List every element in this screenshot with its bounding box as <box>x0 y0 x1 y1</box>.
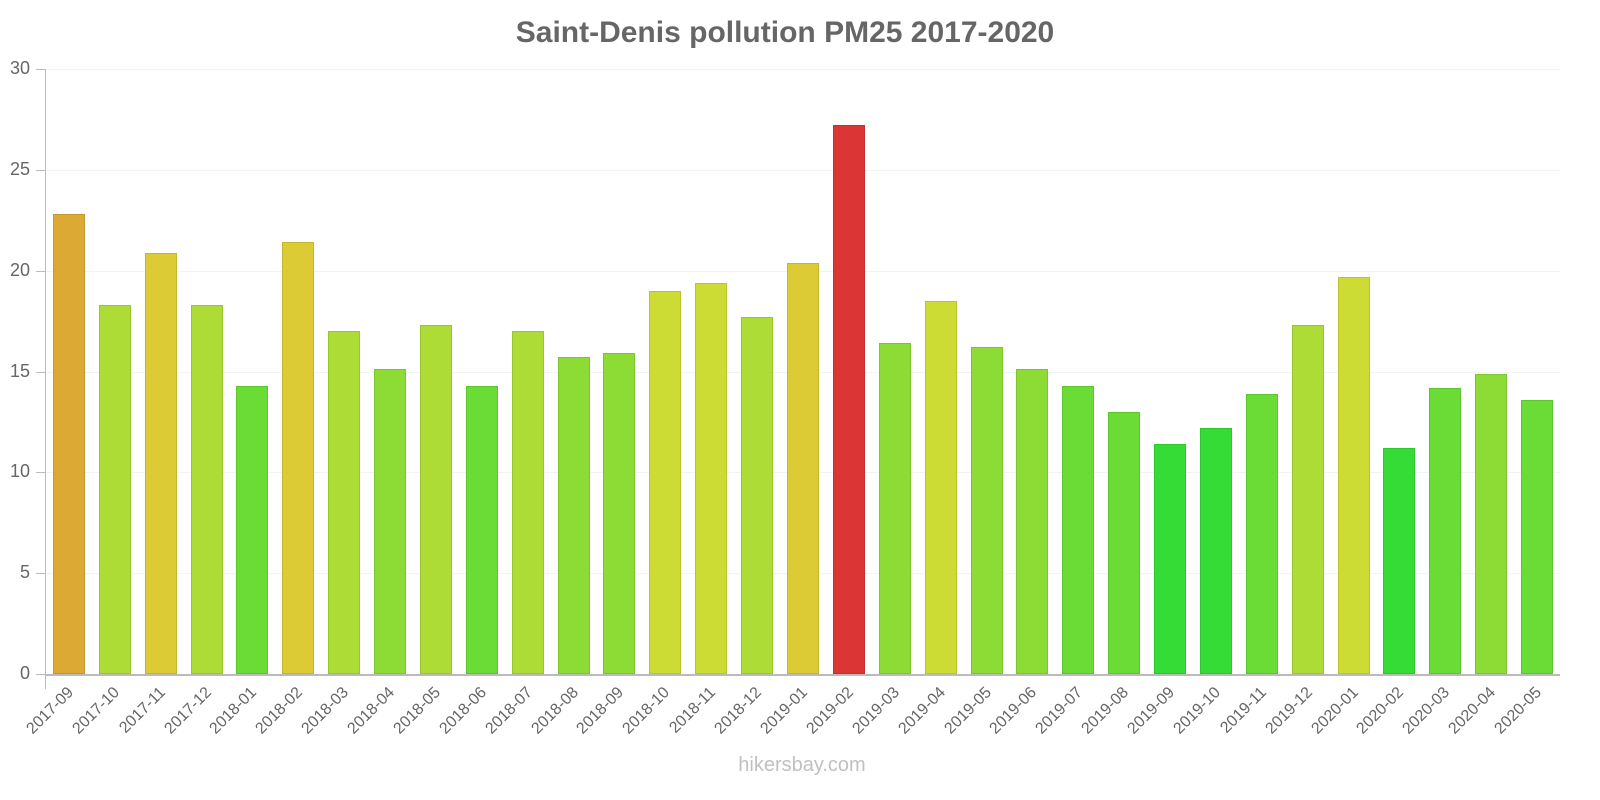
y-tick-label: 20 <box>9 259 30 280</box>
watermark: hikersbay.com <box>738 754 866 776</box>
bar-2020-02[interactable] <box>1383 448 1416 674</box>
bar-2019-02[interactable] <box>832 125 865 674</box>
plot-area <box>46 69 1560 674</box>
bar-2020-04[interactable] <box>1475 373 1508 674</box>
bar-2019-03[interactable] <box>878 343 911 674</box>
bar-2019-05[interactable] <box>970 347 1003 674</box>
bar-2017-12[interactable] <box>190 304 223 674</box>
y-tick-label: 10 <box>9 461 30 482</box>
y-tick-label: 30 <box>9 58 30 78</box>
y-tick-label: 0 <box>19 663 30 683</box>
bar-2017-10[interactable] <box>98 304 131 674</box>
chart-title: Saint-Denis pollution PM25 2017-2020 <box>515 16 1055 49</box>
bar-2019-10[interactable] <box>1199 427 1232 674</box>
y-tick-mark <box>36 573 45 575</box>
gridline <box>46 69 1560 70</box>
bar-2018-04[interactable] <box>374 369 407 674</box>
bar-2018-12[interactable] <box>741 317 774 674</box>
bar-2019-08[interactable] <box>1108 411 1141 674</box>
bar-2019-04[interactable] <box>924 300 957 674</box>
bar-2020-05[interactable] <box>1521 399 1554 674</box>
bar-2018-01[interactable] <box>236 385 269 674</box>
bar-2020-03[interactable] <box>1429 387 1462 674</box>
y-tick-mark <box>36 270 45 272</box>
y-tick-mark <box>36 169 45 171</box>
y-tick-mark <box>36 371 45 373</box>
bar-2018-11[interactable] <box>695 282 728 674</box>
bar-2019-06[interactable] <box>1016 369 1049 674</box>
y-tick-mark <box>36 69 45 70</box>
bar-2018-10[interactable] <box>649 290 682 674</box>
bar-2019-11[interactable] <box>1245 393 1278 674</box>
y-tick-label: 5 <box>19 562 30 583</box>
bar-2018-09[interactable] <box>603 353 636 674</box>
bar-2019-01[interactable] <box>787 262 819 674</box>
y-axis-line <box>45 69 46 689</box>
bar-2020-01[interactable] <box>1337 276 1370 674</box>
bar-2018-03[interactable] <box>328 331 361 674</box>
y-tick-label: 15 <box>9 360 30 381</box>
bar-2018-08[interactable] <box>557 357 590 674</box>
x-axis-line <box>46 674 1560 676</box>
bar-2018-06[interactable] <box>465 385 498 674</box>
bar-2019-09[interactable] <box>1154 444 1187 674</box>
y-tick-mark <box>36 674 45 675</box>
bar-2017-11[interactable] <box>144 252 177 674</box>
y-tick-mark <box>36 472 45 474</box>
bar-2017-09[interactable] <box>52 214 85 674</box>
gridline <box>46 169 1560 171</box>
bar-2019-12[interactable] <box>1291 325 1324 674</box>
y-tick-label: 25 <box>9 158 30 179</box>
bar-2018-05[interactable] <box>419 325 452 674</box>
bar-2019-07[interactable] <box>1062 385 1095 674</box>
bar-2018-02[interactable] <box>282 242 315 674</box>
bar-2018-07[interactable] <box>511 331 544 674</box>
